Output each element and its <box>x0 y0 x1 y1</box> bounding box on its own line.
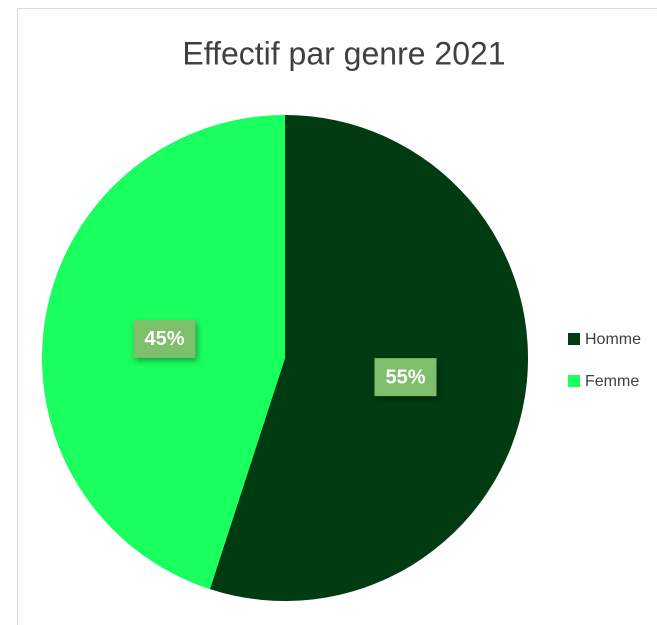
data-label-box <box>374 358 437 397</box>
data-label: 45% <box>144 328 184 350</box>
legend-label: Femme <box>585 373 639 390</box>
data-label-box <box>133 319 196 358</box>
data-label: 55% <box>385 366 425 388</box>
legend-swatch <box>568 375 580 387</box>
chart-title: Effectif par genre 2021 <box>182 35 505 71</box>
legend-label: Homme <box>585 331 641 348</box>
pie-slice <box>209 115 528 602</box>
legend-swatch <box>568 333 580 345</box>
